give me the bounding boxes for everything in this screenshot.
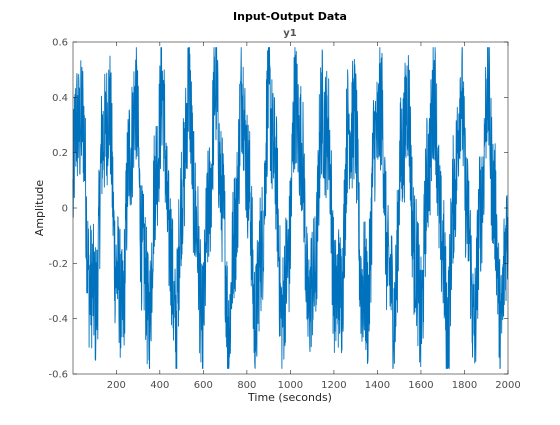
- x-tick-label: 200: [107, 380, 126, 391]
- series-layer: [72, 47, 509, 369]
- y-axis-ticks: -0.6 -0.4 -0.2 0 0.2 0.4 0.6: [48, 38, 508, 381]
- x-tick-label: 1600: [408, 380, 433, 391]
- x-tick-label: 400: [150, 380, 169, 391]
- y-tick-label: 0.2: [52, 148, 68, 159]
- series-line-y1: [72, 47, 509, 369]
- x-tick-label: 1800: [452, 380, 477, 391]
- y-tick-label: -0.2: [48, 259, 68, 270]
- x-tick-label: 1000: [278, 380, 303, 391]
- y-axis-label: Amplitude: [33, 180, 46, 237]
- y-tick-label: 0.4: [52, 93, 68, 104]
- x-axis-label: Time (seconds): [247, 391, 332, 404]
- y-tick-label: -0.4: [48, 314, 68, 325]
- chart-title: Input-Output Data: [233, 10, 347, 23]
- x-tick-label: 1400: [365, 380, 390, 391]
- chart-subtitle: y1: [283, 28, 297, 39]
- y-tick-label: 0.6: [52, 38, 68, 49]
- x-tick-label: 600: [194, 380, 213, 391]
- y-tick-label: -0.6: [48, 370, 68, 381]
- x-tick-label: 2000: [495, 380, 520, 391]
- y-tick-label: 0: [62, 204, 68, 215]
- x-tick-label: 1200: [321, 380, 346, 391]
- x-tick-label: 800: [237, 380, 256, 391]
- x-axis-ticks: 200 400 600 800 1000 1200 1400 1600 1800 2000: [107, 42, 521, 391]
